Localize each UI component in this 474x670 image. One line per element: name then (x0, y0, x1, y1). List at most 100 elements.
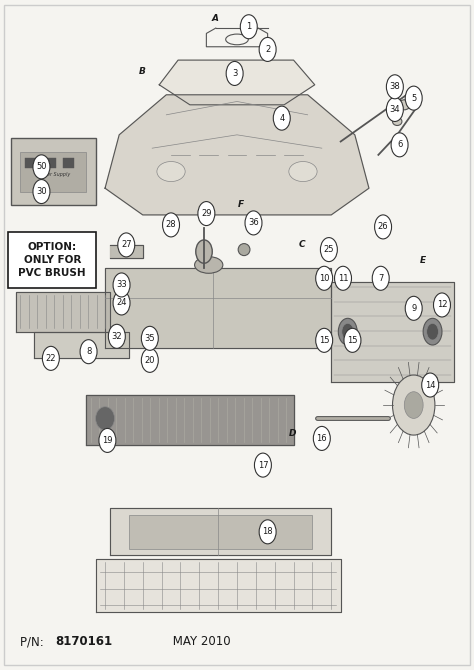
Circle shape (113, 291, 130, 315)
Ellipse shape (338, 318, 357, 345)
Text: 22: 22 (46, 354, 56, 363)
Circle shape (118, 233, 135, 257)
Circle shape (386, 97, 403, 121)
Text: 1: 1 (246, 22, 251, 31)
Circle shape (259, 520, 276, 544)
Circle shape (33, 180, 50, 204)
Circle shape (422, 373, 438, 397)
Polygon shape (86, 395, 293, 445)
Circle shape (374, 215, 392, 239)
Polygon shape (159, 60, 315, 105)
Text: 30: 30 (36, 187, 47, 196)
Text: 3: 3 (232, 69, 237, 78)
Circle shape (240, 15, 257, 39)
Text: 15: 15 (347, 336, 358, 345)
Ellipse shape (96, 407, 115, 430)
Circle shape (434, 293, 450, 317)
Text: E: E (420, 256, 426, 265)
Text: 8170161: 8170161 (55, 635, 113, 649)
Text: 28: 28 (166, 220, 176, 229)
Circle shape (344, 328, 361, 352)
Text: 11: 11 (338, 274, 348, 283)
FancyBboxPatch shape (128, 515, 312, 549)
Text: 8: 8 (86, 347, 91, 356)
Polygon shape (96, 559, 341, 612)
Circle shape (405, 86, 422, 110)
Ellipse shape (238, 244, 250, 255)
Ellipse shape (392, 375, 435, 435)
Ellipse shape (423, 318, 442, 345)
Circle shape (255, 453, 272, 477)
Text: 35: 35 (145, 334, 155, 343)
Text: 9: 9 (411, 304, 416, 313)
Ellipse shape (226, 34, 248, 45)
Text: 5: 5 (411, 94, 416, 103)
Text: Power Supply: Power Supply (36, 172, 70, 178)
Polygon shape (110, 509, 331, 555)
Text: 15: 15 (319, 336, 329, 345)
Text: MAY 2010: MAY 2010 (169, 635, 230, 649)
Circle shape (391, 133, 408, 157)
Text: 32: 32 (111, 332, 122, 341)
Text: 4: 4 (279, 114, 284, 123)
Ellipse shape (427, 324, 438, 340)
Circle shape (33, 155, 50, 179)
Text: 18: 18 (262, 527, 273, 536)
Text: D: D (289, 429, 296, 438)
FancyBboxPatch shape (25, 158, 36, 168)
Circle shape (198, 202, 215, 226)
Text: 34: 34 (390, 105, 400, 114)
Text: 7: 7 (378, 274, 383, 283)
Circle shape (273, 106, 290, 130)
Circle shape (226, 62, 243, 86)
Circle shape (386, 75, 403, 98)
Text: B: B (138, 67, 145, 76)
Circle shape (320, 238, 337, 261)
Text: 24: 24 (116, 298, 127, 308)
Text: 26: 26 (378, 222, 388, 231)
Text: 2: 2 (265, 45, 270, 54)
Text: P/N:: P/N: (20, 635, 52, 649)
Circle shape (316, 328, 333, 352)
Polygon shape (105, 94, 369, 215)
Circle shape (316, 266, 333, 290)
Ellipse shape (404, 392, 423, 418)
Circle shape (259, 38, 276, 62)
Polygon shape (105, 268, 331, 348)
Text: 6: 6 (397, 140, 402, 149)
Circle shape (42, 346, 59, 371)
Text: 25: 25 (324, 245, 334, 254)
Ellipse shape (342, 324, 354, 340)
Circle shape (245, 211, 262, 235)
Text: F: F (237, 200, 244, 210)
Circle shape (113, 273, 130, 297)
Circle shape (141, 348, 158, 373)
Text: C: C (299, 241, 305, 249)
Text: 27: 27 (121, 241, 132, 249)
Polygon shape (331, 281, 454, 382)
Circle shape (99, 428, 116, 452)
FancyBboxPatch shape (44, 158, 55, 168)
Ellipse shape (195, 257, 223, 273)
Polygon shape (35, 332, 128, 358)
FancyBboxPatch shape (20, 151, 86, 192)
Ellipse shape (289, 161, 317, 182)
Circle shape (163, 213, 180, 237)
Ellipse shape (196, 240, 212, 263)
FancyBboxPatch shape (9, 232, 96, 288)
Text: 17: 17 (257, 460, 268, 470)
Circle shape (80, 340, 97, 364)
Text: 33: 33 (116, 281, 127, 289)
FancyBboxPatch shape (11, 138, 96, 205)
Text: 36: 36 (248, 218, 259, 227)
Ellipse shape (157, 161, 185, 182)
Text: 19: 19 (102, 436, 113, 445)
Polygon shape (16, 291, 110, 332)
Text: A: A (211, 13, 219, 23)
Ellipse shape (392, 117, 402, 125)
Circle shape (141, 326, 158, 350)
Circle shape (405, 296, 422, 320)
Polygon shape (110, 245, 143, 258)
Text: 29: 29 (201, 209, 211, 218)
Text: 14: 14 (425, 381, 436, 389)
